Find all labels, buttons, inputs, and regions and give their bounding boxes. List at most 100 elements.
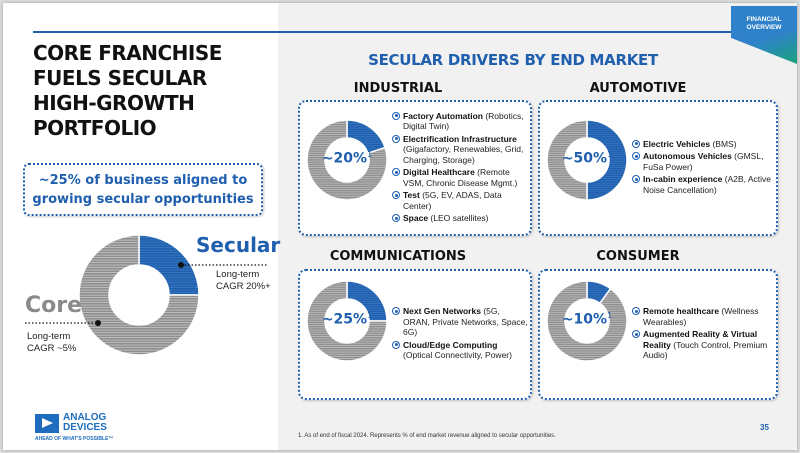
driver-detail: (Robotics, Digital Twin) — [403, 110, 524, 132]
footnote-marker: 1 — [367, 150, 373, 159]
secular-cagr-line: CAGR 20%+ — [216, 281, 271, 292]
driver-item: Test (5G, EV, ADAS, Data Center) — [392, 190, 528, 211]
driver-name: Cloud/Edge Computing — [403, 339, 498, 350]
secular-leader-dot — [178, 262, 184, 268]
driver-name: Factory Automation — [403, 110, 483, 121]
donut-slice-other — [306, 119, 388, 201]
driver-name: Next Gen Networks — [403, 306, 481, 316]
driver-detail: (Remote VSM, Chronic Disease Mgmt.) — [403, 167, 518, 188]
top-rule — [33, 31, 748, 33]
percent-value: ~20% — [321, 150, 368, 167]
donut-slice-secular — [586, 119, 628, 201]
bullet-icon — [392, 168, 400, 176]
callout-line: growing secular opportunities — [32, 191, 254, 207]
percent-value: ~25% — [321, 311, 368, 328]
core-leader-dot — [95, 320, 101, 326]
secular-label: Secular — [196, 233, 281, 257]
driver-item: Augmented Reality & Virtual Reality (Tou… — [632, 329, 774, 361]
tag-line: OVERVIEW — [746, 24, 782, 31]
market-card-industrial: ~20%1 Factory Automation (Robotics, Digit… — [298, 100, 532, 236]
bullet-icon — [632, 330, 640, 338]
driver-name: Electric Vehicles — [643, 138, 711, 149]
driver-detail: (Optical Connectivity, Power) — [403, 350, 512, 360]
footnote-marker: 1 — [607, 150, 613, 159]
footnote-marker: 1 — [607, 311, 613, 320]
bullet-icon — [392, 134, 400, 143]
driver-list: Remote healthcare (Wellness Wearables) Au… — [632, 306, 774, 363]
driver-list: Next Gen Networks (5G, ORAN, Private Net… — [392, 306, 528, 363]
donut-slice-secular — [346, 119, 386, 155]
percent-value: ~10% — [561, 311, 608, 328]
bullet-icon — [392, 340, 400, 349]
driver-name: Electrification Infrastructure — [403, 133, 517, 144]
logo-wordmark: ANALOG DEVICES — [63, 413, 107, 433]
core-label: Core — [25, 293, 83, 318]
driver-item: Cloud/Edge Computing (Optical Connectivi… — [392, 340, 528, 361]
market-card-automotive: ~50%1 Electric Vehicles (BMS) Autonomous V… — [538, 100, 778, 236]
driver-detail: (GMSL, FuSa Power) — [643, 151, 764, 172]
driver-item: Remote healthcare (Wellness Wearables) — [632, 306, 774, 327]
market-percent-label: ~20%1 — [317, 150, 377, 167]
core-cagr: Long-term CAGR ~5% — [27, 331, 76, 355]
left-panel — [3, 3, 278, 450]
bullet-icon — [392, 191, 400, 199]
bullet-icon — [632, 307, 640, 315]
logo-line: ANALOG — [63, 412, 107, 423]
core-cagr-line: CAGR ~5% — [27, 343, 77, 354]
driver-item: Digital Healthcare (Remote VSM, Chronic … — [392, 167, 528, 188]
bullet-icon — [392, 307, 400, 315]
footnote: 1. As of end of fiscal 2024. Represents … — [298, 433, 556, 439]
tag-line: FINANCIAL — [746, 16, 782, 23]
market-donut-chart — [546, 119, 628, 201]
callout-text: ~25% of business aligned to growing secu… — [32, 171, 253, 209]
donut-slice-secular — [138, 234, 200, 296]
market-percent-label: ~50%1 — [557, 150, 617, 167]
driver-name: Remote healthcare — [643, 306, 720, 316]
bullet-icon — [632, 152, 640, 160]
bullet-icon — [392, 214, 400, 222]
company-logo: ANALOG DEVICES — [35, 413, 107, 433]
callout-line: ~25% of business aligned to — [38, 172, 248, 188]
driver-name: Autonomous Vehicles — [643, 151, 732, 161]
page-title: CORE FRANCHISE FUELS SECULAR HIGH-GROWTH… — [33, 41, 222, 141]
donut-slice-other — [546, 280, 628, 362]
bullet-icon — [392, 111, 400, 120]
driver-name: In-cabin experience — [643, 174, 723, 184]
driver-item: Electric Vehicles (BMS) — [632, 139, 774, 150]
driver-item: In-cabin experience (A2B, Active Noise C… — [632, 174, 774, 195]
driver-detail: (5G, EV, ADAS, Data Center) — [403, 190, 502, 211]
portfolio-donut-chart — [25, 234, 268, 356]
driver-item: Factory Automation (Robotics, Digital Tw… — [392, 111, 528, 132]
donut-slice-other — [546, 119, 588, 201]
market-percent-label: ~25%1 — [317, 311, 377, 328]
logo-tagline: AHEAD OF WHAT'S POSSIBLE™ — [35, 436, 114, 442]
callout-box: ~25% of business aligned to growing secu… — [23, 163, 263, 216]
title-line: FUELS SECULAR — [33, 66, 207, 90]
driver-item: Electrification Infrastructure (Gigafact… — [392, 134, 528, 166]
secular-cagr: Long-term CAGR 20%+ — [216, 269, 271, 293]
market-donut-chart — [546, 280, 628, 362]
driver-detail: (Gigafactory, Renewables, Grid, Charging… — [403, 144, 524, 165]
market-card-communications: ~25%1 Next Gen Networks (5G, ORAN, Privat… — [298, 269, 532, 400]
driver-detail: (LEO satellites) — [428, 213, 489, 223]
driver-name: Test — [403, 190, 420, 200]
driver-detail: (A2B, Active Noise Cancellation) — [643, 174, 772, 195]
driver-name: Augmented Reality & Virtual Reality — [643, 329, 758, 350]
percent-value: ~50% — [561, 150, 608, 167]
driver-list: Electric Vehicles (BMS) Autonomous Vehicl… — [632, 139, 774, 198]
title-line: CORE FRANCHISE — [33, 41, 222, 65]
footnote-marker: 1 — [367, 311, 373, 320]
donut-slice-other — [306, 280, 388, 362]
title-line: PORTFOLIO — [33, 116, 157, 140]
secular-cagr-line: Long-term — [216, 269, 260, 280]
market-donut-chart — [306, 119, 388, 201]
driver-detail: (Wellness Wearables) — [643, 306, 759, 327]
driver-name: Digital Healthcare — [403, 167, 475, 177]
driver-name: Space — [403, 213, 429, 223]
core-cagr-line: Long-term — [27, 331, 71, 342]
donut-slice-core — [78, 234, 200, 356]
driver-item: Autonomous Vehicles (GMSL, FuSa Power) — [632, 151, 774, 172]
logo-play-icon — [35, 413, 59, 433]
logo-line: DEVICES — [63, 422, 107, 433]
driver-item: Space (LEO satellites) — [392, 213, 528, 224]
